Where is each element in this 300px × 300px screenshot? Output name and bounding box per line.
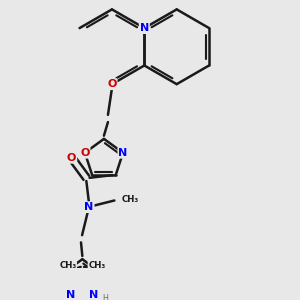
Text: N: N bbox=[118, 148, 127, 158]
Text: CH₃: CH₃ bbox=[122, 195, 139, 204]
Text: O: O bbox=[107, 79, 117, 89]
Text: H: H bbox=[103, 294, 109, 300]
Text: CH₃: CH₃ bbox=[88, 261, 105, 270]
Text: O: O bbox=[80, 148, 90, 158]
Text: N: N bbox=[66, 290, 75, 300]
Text: N: N bbox=[84, 202, 94, 212]
Text: O: O bbox=[67, 153, 76, 163]
Text: N: N bbox=[140, 23, 149, 33]
Text: N: N bbox=[89, 290, 99, 300]
Text: CH₃: CH₃ bbox=[59, 261, 76, 270]
